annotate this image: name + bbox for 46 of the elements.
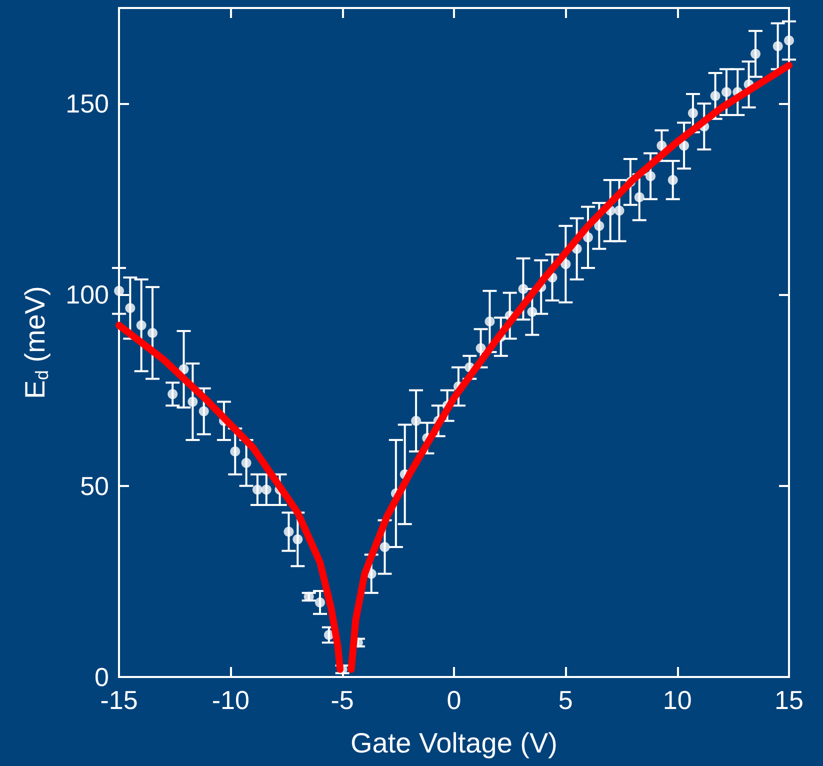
point [284, 526, 294, 537]
x-tick-label: -10 [212, 685, 250, 715]
point [679, 140, 690, 151]
point [198, 406, 209, 416]
point [750, 48, 760, 59]
x-tick-label: 10 [662, 685, 692, 715]
point [241, 458, 252, 468]
point [484, 316, 495, 326]
point [261, 484, 272, 495]
point [411, 416, 422, 426]
point [188, 396, 198, 407]
point [230, 446, 240, 456]
point [772, 41, 783, 52]
point [518, 284, 528, 294]
x-tick-label: 15 [774, 685, 804, 715]
point [668, 175, 678, 186]
point [594, 220, 604, 231]
point [784, 35, 794, 46]
point [614, 206, 624, 216]
point [168, 389, 178, 400]
point [114, 286, 124, 296]
point [252, 484, 262, 495]
point [688, 108, 698, 118]
x-tick-label: 0 [446, 685, 462, 715]
point [710, 90, 720, 101]
y-tick-label: 150 [66, 88, 109, 119]
point [583, 232, 593, 242]
point [315, 597, 325, 608]
x-axis-title: Gate Voltage (V) [350, 728, 558, 758]
point [125, 303, 136, 314]
y-tick-label: 100 [66, 280, 109, 310]
y-tick-label: 50 [80, 470, 109, 501]
point [560, 259, 571, 270]
y-axis-title: Ed (meV) [20, 286, 52, 399]
point [646, 171, 656, 182]
point [292, 534, 303, 544]
point [380, 542, 390, 552]
x-tick-label: -5 [330, 685, 354, 715]
point [721, 87, 732, 98]
point [527, 306, 538, 317]
point [148, 328, 158, 338]
point [634, 192, 644, 202]
point [656, 140, 667, 151]
x-tick-label: 5 [558, 685, 573, 715]
point [476, 343, 486, 354]
point [136, 320, 146, 330]
